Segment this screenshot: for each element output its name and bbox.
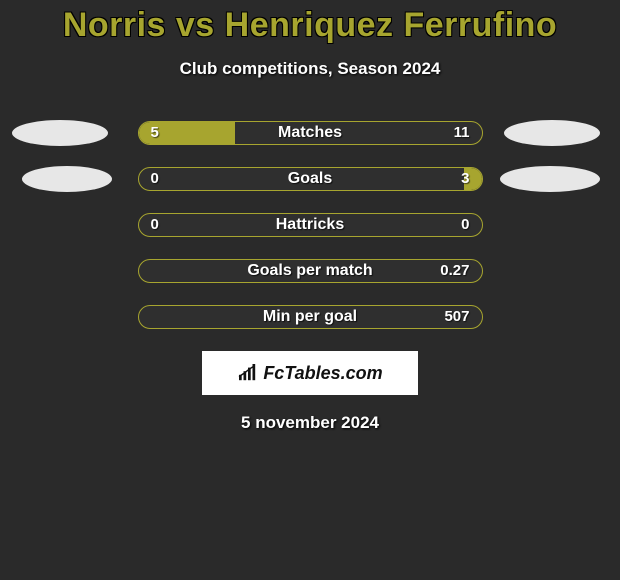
stat-row: Goals per match0.27: [0, 259, 620, 283]
stat-rows: 5Matches11 0Goals3 0Hattricks0 Goals per ma…: [0, 121, 620, 329]
logo-chart-icon: [237, 364, 259, 382]
brand-logo[interactable]: FcTables.com: [202, 351, 418, 395]
stat-row: 0Hattricks0: [0, 213, 620, 237]
stat-label: Matches: [139, 124, 482, 142]
brand-logo-text: FcTables.com: [263, 363, 382, 384]
page-subtitle: Club competitions, Season 2024: [0, 59, 620, 79]
stat-row: 0Goals3: [0, 167, 620, 191]
stat-bar: 0Hattricks0: [138, 213, 483, 237]
player-ellipse-right: [504, 120, 600, 146]
page-title: Norris vs Henriquez Ferrufino: [0, 6, 620, 45]
stat-label: Min per goal: [139, 308, 482, 326]
player-ellipse-right: [500, 166, 600, 192]
stat-label: Goals per match: [139, 262, 482, 280]
stat-bar: Min per goal507: [138, 305, 483, 329]
stat-bar: Goals per match0.27: [138, 259, 483, 283]
player-ellipse-left: [12, 120, 108, 146]
stat-bar: 5Matches11: [138, 121, 483, 145]
comparison-card: Norris vs Henriquez Ferrufino Club compe…: [0, 0, 620, 433]
player-ellipse-left: [22, 166, 112, 192]
stat-bar: 0Goals3: [138, 167, 483, 191]
stat-row: Min per goal507: [0, 305, 620, 329]
stat-row: 5Matches11: [0, 121, 620, 145]
footer-date: 5 november 2024: [0, 413, 620, 433]
stat-label: Hattricks: [139, 216, 482, 234]
stat-label: Goals: [139, 170, 482, 188]
